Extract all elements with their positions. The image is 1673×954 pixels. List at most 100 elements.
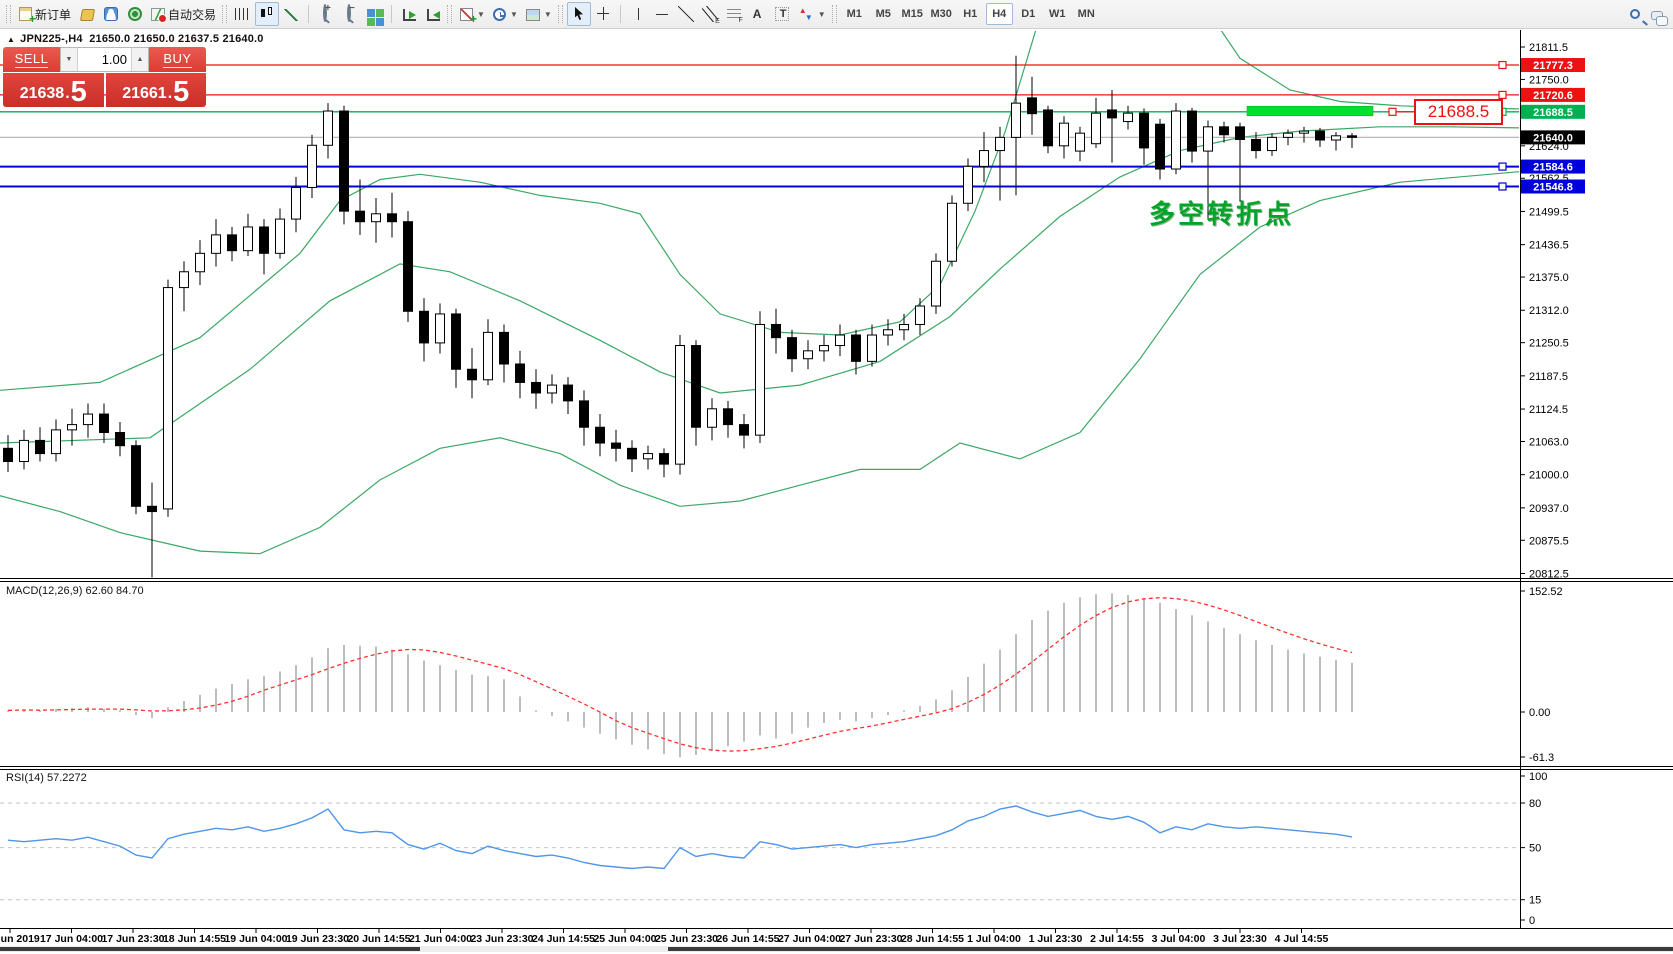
arrows-tool-button[interactable]: ▼ bbox=[794, 2, 830, 26]
sell-button[interactable]: SELL bbox=[3, 47, 60, 72]
price-badge bbox=[1521, 130, 1585, 145]
price-axis-tick-label: 21750.0 bbox=[1529, 74, 1569, 86]
periods-button[interactable]: ▼ bbox=[489, 2, 522, 26]
search-button[interactable] bbox=[1627, 6, 1643, 22]
time-axis-label: 28 Jun 14:55 bbox=[901, 933, 964, 945]
tile-windows-button[interactable] bbox=[362, 2, 386, 26]
timeframe-group: M1 M5 M15 M30 H1 H4 D1 W1 MN bbox=[841, 3, 1100, 25]
bear-candle bbox=[1187, 110, 1197, 152]
text-tool-button[interactable] bbox=[746, 2, 770, 26]
fibonacci-tool-button[interactable] bbox=[722, 2, 746, 26]
time-axis-label: 2 Jul 14:55 bbox=[1090, 933, 1144, 945]
auto-trading-icon bbox=[151, 7, 168, 23]
volume-increase-button[interactable]: ▲ bbox=[131, 48, 148, 71]
zoom-out-button[interactable]: − bbox=[338, 2, 362, 26]
ohlc-values: 21650.0 21650.0 21637.5 21640.0 bbox=[89, 33, 264, 45]
price-axis-tick-label: 20875.5 bbox=[1529, 535, 1569, 547]
bull-candle bbox=[675, 345, 685, 465]
bull-candle bbox=[1331, 135, 1341, 141]
timeframe-d1[interactable]: D1 bbox=[1015, 3, 1042, 25]
collapse-icon[interactable]: ▲ bbox=[7, 35, 16, 44]
rsi-indicator-label: RSI(14) 57.2272 bbox=[6, 772, 87, 784]
zoom-in-button[interactable]: + bbox=[314, 2, 338, 26]
bear-candle bbox=[691, 345, 701, 428]
toolbar-grip[interactable] bbox=[6, 5, 11, 23]
level-end-marker[interactable] bbox=[1498, 162, 1507, 171]
vertical-line-tool-button[interactable] bbox=[626, 2, 650, 26]
bollinger-lower-band bbox=[0, 171, 1519, 555]
sell-label: SELL bbox=[14, 51, 49, 68]
new-order-button[interactable]: 新订单 bbox=[15, 2, 75, 26]
chevron-down-icon: ▼ bbox=[817, 9, 826, 19]
bull-candle bbox=[275, 218, 285, 254]
bear-candle bbox=[1251, 138, 1261, 152]
template-icon bbox=[525, 9, 540, 21]
bull-candle bbox=[307, 144, 317, 188]
chat-icon[interactable] bbox=[1651, 10, 1668, 26]
line-chart-button[interactable] bbox=[279, 2, 303, 26]
community-button[interactable] bbox=[99, 2, 123, 26]
timeframe-mn[interactable]: MN bbox=[1073, 3, 1100, 25]
trendline-tool-button[interactable] bbox=[674, 2, 698, 26]
time-axis-label: 3 Jul 04:00 bbox=[1152, 933, 1206, 945]
timeframe-h4[interactable]: H4 bbox=[985, 3, 1013, 25]
metaeditor-button[interactable] bbox=[75, 2, 99, 26]
chart-shift-button[interactable] bbox=[421, 2, 445, 26]
bear-candle bbox=[515, 363, 525, 383]
bear-candle bbox=[531, 381, 541, 394]
timeframe-m5[interactable]: M5 bbox=[870, 3, 897, 25]
indicators-button[interactable]: ▼ bbox=[456, 2, 489, 26]
bear-candle bbox=[659, 453, 669, 465]
bar-chart-button[interactable] bbox=[231, 2, 255, 26]
bear-candle bbox=[3, 447, 13, 462]
main-price-pane bbox=[0, 31, 1519, 578]
price-axis-tick-label: 20812.5 bbox=[1529, 568, 1569, 580]
toolbar-grip[interactable] bbox=[447, 5, 453, 23]
buy-button[interactable]: BUY bbox=[149, 47, 206, 72]
price-badge-value: 21584.6 bbox=[1533, 162, 1573, 174]
bull-candle bbox=[883, 329, 893, 336]
text-label-tool-button[interactable] bbox=[770, 2, 794, 26]
volume-decrease-button[interactable]: ▼ bbox=[61, 48, 78, 71]
signals-button[interactable] bbox=[123, 2, 147, 26]
toolbar-grip[interactable] bbox=[222, 5, 228, 23]
timeframe-m15[interactable]: M15 bbox=[899, 3, 926, 25]
auto-trading-button[interactable]: 自动交易 bbox=[147, 2, 220, 26]
timeframe-m30[interactable]: M30 bbox=[928, 3, 955, 25]
timeframe-m1[interactable]: M1 bbox=[841, 3, 868, 25]
highlight-zone-rectangle[interactable] bbox=[1246, 105, 1374, 117]
text-label-icon bbox=[774, 7, 789, 21]
price-label-box[interactable]: 21688.5 bbox=[1414, 98, 1503, 125]
cursor-tool-button[interactable] bbox=[566, 2, 591, 26]
chart-annotation-text[interactable]: 多空转折点 bbox=[1149, 199, 1295, 229]
timeframe-w1[interactable]: W1 bbox=[1044, 3, 1071, 25]
timeframe-h1[interactable]: H1 bbox=[957, 3, 984, 25]
level-end-marker[interactable] bbox=[1498, 60, 1507, 70]
candlestick-chart-button[interactable] bbox=[255, 2, 280, 26]
toolbar-grip[interactable] bbox=[831, 5, 837, 23]
bear-candle bbox=[851, 334, 861, 362]
auto-scroll-button[interactable] bbox=[397, 2, 421, 26]
price-axis-tick-label: 21436.5 bbox=[1529, 240, 1569, 252]
level-end-marker[interactable] bbox=[1498, 182, 1507, 191]
horizontal-line-tool-button[interactable] bbox=[650, 2, 674, 26]
level-end-marker[interactable] bbox=[1498, 90, 1507, 100]
bear-candle bbox=[1107, 109, 1117, 119]
volume-input[interactable] bbox=[78, 48, 131, 71]
bull-candle bbox=[1011, 102, 1021, 138]
indicators-icon bbox=[460, 7, 477, 26]
time-axis-label: 4 Jul 14:55 bbox=[1275, 933, 1329, 945]
templates-button[interactable]: ▼ bbox=[522, 2, 556, 26]
bull-candle bbox=[1091, 112, 1101, 145]
toolbar-grip[interactable] bbox=[557, 5, 563, 23]
rsi-axis-label: 15 bbox=[1529, 895, 1541, 907]
price-label-anchor[interactable] bbox=[1388, 107, 1397, 116]
crosshair-tool-button[interactable] bbox=[591, 2, 615, 26]
sell-price[interactable]: 21638. 5 bbox=[3, 73, 104, 107]
bull-candle bbox=[547, 384, 557, 394]
bull-candle bbox=[195, 252, 205, 273]
buy-price[interactable]: 21661. 5 bbox=[105, 73, 206, 107]
channel-tool-button[interactable] bbox=[698, 2, 722, 26]
